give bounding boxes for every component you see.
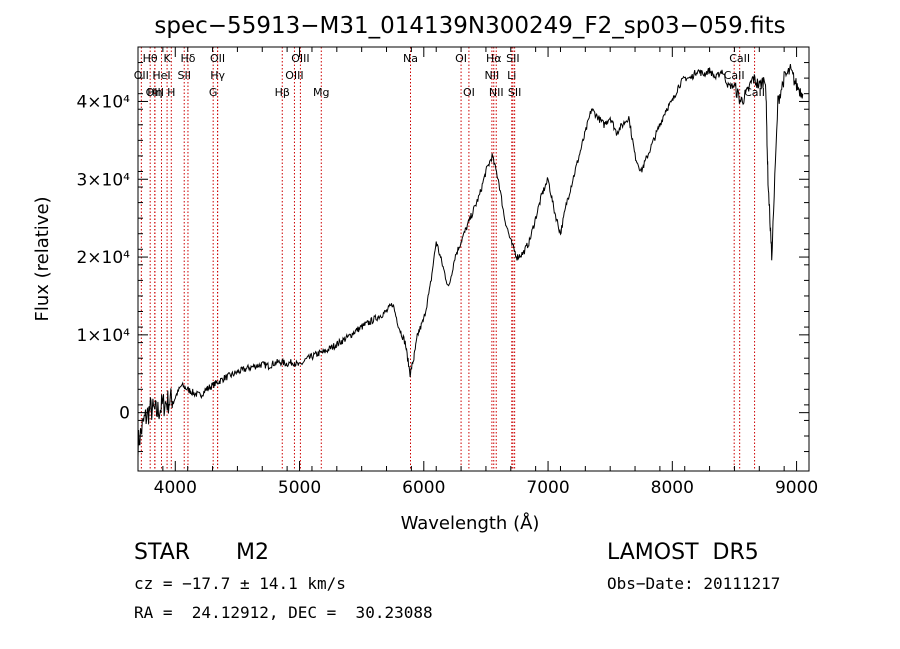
spectral-line-label: OI: [455, 52, 467, 65]
flux-series-line: [137, 64, 804, 458]
y-tick-label: 1×10⁴: [76, 326, 130, 346]
spectral-line-label: CaII: [724, 69, 745, 82]
spectral-line-label: Hα: [486, 52, 502, 65]
spectral-line-label: Hη: [147, 86, 162, 99]
y-tick-label: 4×10⁴: [76, 92, 130, 112]
plot-frame: [137, 46, 810, 472]
spectral-line-label: SII: [508, 86, 521, 99]
spectral-line-label: SII: [177, 69, 190, 82]
spectral-line-markers: [140, 47, 756, 471]
spectral-line-label: K: [163, 52, 171, 65]
spectral-line-label: OII: [210, 52, 225, 65]
y-tick-label: 0: [119, 404, 130, 424]
chart-title: spec−55913−M31_014139N300249_F2_sp03−059…: [154, 13, 785, 39]
spectral-line-label: Hθ: [143, 52, 158, 65]
y-tick-label: 2×10⁴: [76, 248, 130, 268]
y-axis-label: Flux (relative): [32, 196, 53, 321]
spectral-line-label: HeI: [152, 69, 170, 82]
y-tick-label: 3×10⁴: [76, 170, 130, 190]
x-tick-label: 9000: [775, 478, 818, 498]
redshift-readout: cz = −17.7 ± 14.1 km/s: [134, 574, 346, 593]
spectral-line-label: OII: [134, 69, 149, 82]
observation-date: Obs−Date: 20111217: [607, 574, 781, 593]
spectral-line-label: Hβ: [275, 86, 290, 99]
spectral-line-label: CaII: [729, 52, 750, 65]
x-tick-label: 5000: [278, 478, 321, 498]
x-axis-label: Wavelength (Å): [401, 512, 540, 534]
x-tick-label: 7000: [526, 478, 569, 498]
x-tick-label: 8000: [651, 478, 694, 498]
axis-ticks: 4000 5000 6000 7000 8000 9000 0 1×10⁴ 2×10⁴ 3×10⁴…: [76, 47, 818, 498]
spectral-line-label: OI: [463, 86, 475, 99]
object-subclass: M2: [236, 540, 269, 565]
spectral-line-label: NII: [485, 69, 500, 82]
spectral-line-label: G: [209, 86, 218, 99]
object-class: STAR: [134, 540, 191, 565]
spectral-line-label: SII: [506, 52, 519, 65]
survey-name: LAMOST DR5: [607, 540, 759, 565]
spectral-line-label: OIII: [291, 52, 309, 65]
spectral-line-label: Li: [507, 69, 516, 82]
spectral-line-label: Hδ: [180, 52, 195, 65]
spectral-line-label: Na: [403, 52, 418, 65]
x-tick-label: 6000: [402, 478, 445, 498]
spectral-line-label: Mg: [313, 86, 329, 99]
spectral-line-label: Hγ: [210, 69, 225, 82]
spectral-line-label: OIII: [285, 69, 303, 82]
spectral-line-label: H: [167, 86, 175, 99]
spectral-line-label: NII: [489, 86, 504, 99]
spectral-line-label: OIII: [146, 86, 164, 99]
x-tick-label: 4000: [154, 478, 197, 498]
sky-coordinates: RA = 24.12912, DEC = 30.23088: [134, 603, 433, 622]
